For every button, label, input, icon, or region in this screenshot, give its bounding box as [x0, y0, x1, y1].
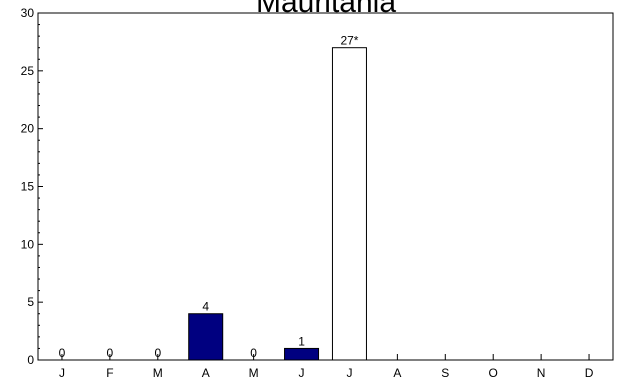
plot-frame — [37, 12, 614, 361]
x-tick-label: F — [106, 366, 113, 380]
x-tick-label: J — [299, 366, 305, 380]
y-tick-label: 0 — [27, 353, 34, 367]
x-tick-label: J — [346, 366, 352, 380]
x-tick-label: M — [249, 366, 259, 380]
bars — [188, 47, 367, 361]
y-tick-label: 30 — [21, 6, 35, 20]
bar — [188, 313, 224, 361]
data-label: 0 — [107, 346, 114, 360]
data-label: 0 — [59, 346, 66, 360]
x-tick-label: J — [59, 366, 65, 380]
y-tick-label: 15 — [21, 180, 35, 194]
x-tick-label: S — [441, 366, 449, 380]
bar — [284, 347, 320, 361]
y-axis: 0 5 10 15 20 25 30 — [21, 6, 43, 367]
x-tick-label: N — [537, 366, 546, 380]
data-label: 0 — [154, 346, 161, 360]
data-labels: 0 0 0 4 0 1 27* — [59, 34, 359, 360]
y-tick-label: 25 — [21, 64, 35, 78]
y-tick-label: 20 — [21, 122, 35, 136]
chart-title: Mauritania — [256, 0, 396, 19]
y-tick-label: 10 — [21, 237, 35, 251]
data-label: 1 — [298, 334, 305, 348]
x-tick-label: D — [585, 366, 594, 380]
y-tick-label: 5 — [27, 295, 34, 309]
data-label: 27* — [340, 34, 358, 48]
x-tick-label: M — [153, 366, 163, 380]
data-label: 0 — [250, 346, 257, 360]
data-label: 4 — [202, 300, 209, 314]
x-tick-label: A — [202, 366, 210, 380]
x-tick-label: A — [393, 366, 401, 380]
x-tick-label: O — [489, 366, 498, 380]
bar — [331, 47, 367, 361]
